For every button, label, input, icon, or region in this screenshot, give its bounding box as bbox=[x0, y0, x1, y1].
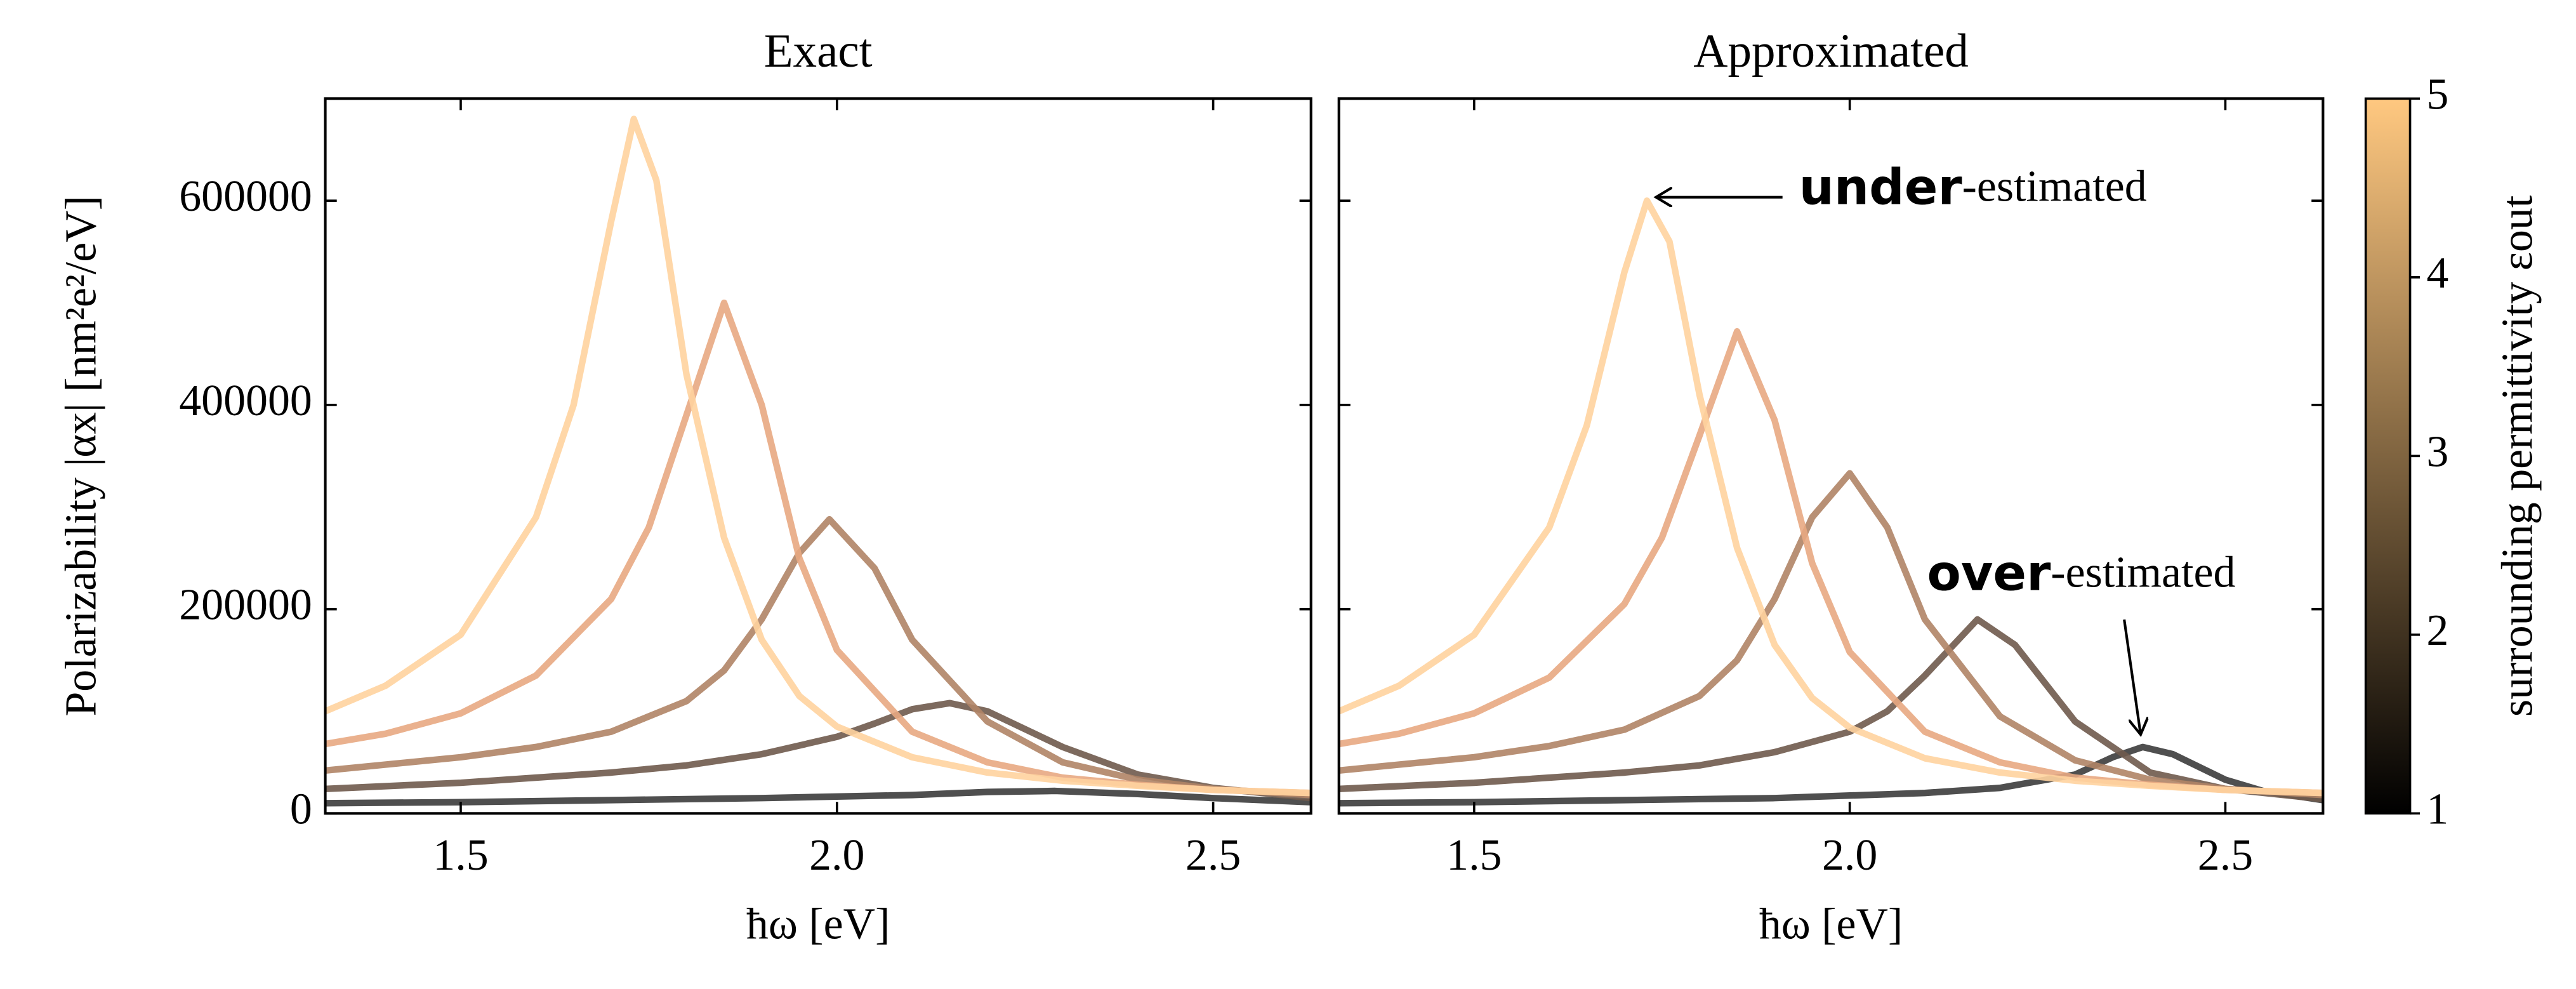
x-tick-label: 1.5 bbox=[1446, 831, 1502, 880]
x-tick-label: 2.0 bbox=[809, 831, 864, 880]
annotation: over-estimated bbox=[1927, 545, 2235, 602]
colorbar-label: surrounding permittivity εout bbox=[2493, 196, 2542, 717]
panel-title: Exact bbox=[764, 25, 873, 77]
series-line bbox=[325, 700, 1311, 802]
x-tick-label: 1.5 bbox=[433, 831, 488, 880]
series-line bbox=[325, 787, 1311, 807]
x-tick-label: 2.5 bbox=[1186, 831, 1241, 880]
colorbar bbox=[2364, 97, 2412, 815]
colorbar-tick-label: 3 bbox=[2426, 427, 2448, 476]
colorbar-tick-label: 1 bbox=[2426, 785, 2448, 833]
y-tick-label: 600000 bbox=[179, 172, 312, 221]
y-axis-label: Polarizability |αx| [nm²e²/eV] bbox=[57, 196, 106, 717]
annotation: under-estimated bbox=[1799, 159, 2147, 216]
annotation-text: -estimated bbox=[2051, 548, 2235, 597]
colorbar-tick-label: 2 bbox=[2426, 606, 2448, 655]
x-axis-label: ħω [eV] bbox=[746, 900, 890, 949]
colorbar-tick-label: 5 bbox=[2426, 70, 2448, 119]
series-line bbox=[1338, 197, 2323, 797]
series-line bbox=[325, 299, 1311, 797]
series-line bbox=[325, 515, 1311, 799]
series-line bbox=[1338, 616, 2323, 803]
series-line bbox=[325, 116, 1311, 797]
y-tick-label: 200000 bbox=[179, 581, 312, 630]
x-axis-label: ħω [eV] bbox=[1759, 900, 1903, 949]
annotation-bold: over bbox=[1927, 545, 2051, 602]
arrow bbox=[2123, 619, 2141, 734]
y-tick-label: 0 bbox=[290, 785, 312, 833]
x-tick-label: 2.0 bbox=[1822, 831, 1877, 880]
axes-frame bbox=[324, 97, 1312, 815]
axes-frame bbox=[1337, 97, 2325, 815]
panel-title: Approximated bbox=[1693, 25, 1969, 77]
colorbar-tick-label: 4 bbox=[2426, 249, 2448, 298]
series-line bbox=[1338, 470, 2323, 799]
annotation-bold: under bbox=[1799, 159, 1963, 216]
annotation-text: -estimated bbox=[1962, 162, 2147, 211]
x-tick-label: 2.5 bbox=[2198, 831, 2253, 880]
y-tick-label: 400000 bbox=[179, 376, 312, 425]
